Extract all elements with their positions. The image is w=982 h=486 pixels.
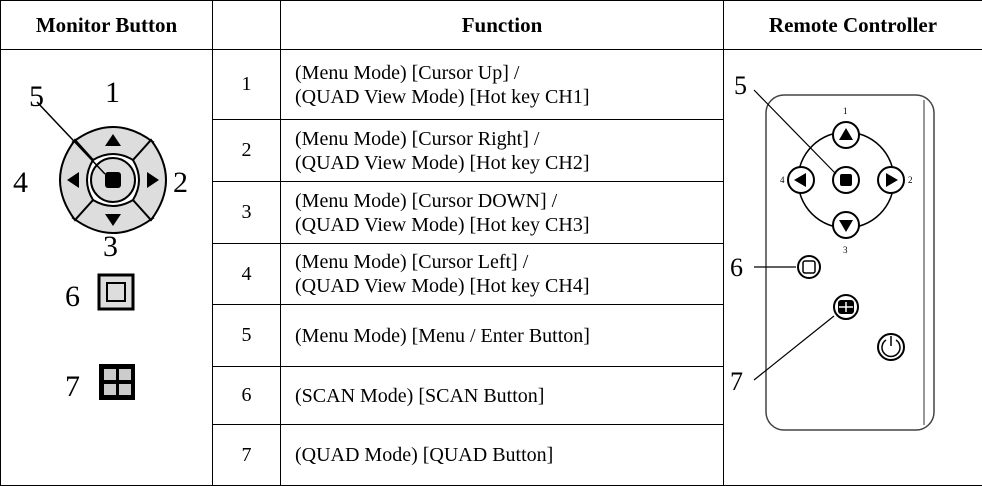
function-line: (Menu Mode) [Cursor Left] / xyxy=(295,251,528,273)
small-label: 2 xyxy=(908,175,913,185)
function-line: (SCAN Mode) [SCAN Button] xyxy=(295,385,544,407)
row: 5 1 4 2 3 6 7 1(Menu Mode) [Cursor Up] /… xyxy=(1,50,982,120)
header-cell: Remote Controller xyxy=(724,1,982,50)
function-cell: (SCAN Mode) [SCAN Button] xyxy=(281,367,724,425)
function-line: (QUAD View Mode) [Hot key CH3] xyxy=(295,214,590,236)
scan-icon xyxy=(99,275,133,309)
number-cell: 5 xyxy=(213,305,281,367)
header-cell: Monitor Button xyxy=(1,1,213,50)
function-line: (QUAD View Mode) [Hot key CH2] xyxy=(295,152,590,174)
label: 1 xyxy=(105,76,120,109)
function-cell: (Menu Mode) [Cursor Right] /(QUAD View M… xyxy=(281,120,724,182)
function-line: (Menu Mode) [Cursor DOWN] / xyxy=(295,190,557,212)
label: 2 xyxy=(173,166,188,199)
quad-icon xyxy=(99,364,135,400)
remote-illustration: 5 6 7 1 4 2 3 xyxy=(724,50,982,482)
remote-cell: 5 6 7 1 4 2 3 xyxy=(724,50,982,486)
label: 6 xyxy=(65,280,80,313)
header-cell: Function xyxy=(281,1,724,50)
function-line: (QUAD View Mode) [Hot key CH4] xyxy=(295,275,590,297)
function-line: (Menu Mode) [Cursor Right] / xyxy=(295,128,539,150)
function-cell: (Menu Mode) [Cursor DOWN] /(QUAD View Mo… xyxy=(281,182,724,244)
label: 7 xyxy=(730,367,743,396)
number-cell: 6 xyxy=(213,367,281,425)
function-line: (Menu Mode) [Menu / Enter Button] xyxy=(295,325,590,347)
small-label: 4 xyxy=(780,175,785,185)
function-cell: (Menu Mode) [Menu / Enter Button] xyxy=(281,305,724,367)
function-line: (QUAD Mode) [QUAD Button] xyxy=(295,444,553,466)
small-label: 1 xyxy=(843,106,848,116)
function-cell: (QUAD Mode) [QUAD Button] xyxy=(281,425,724,486)
label: 3 xyxy=(103,230,118,263)
function-cell: (Menu Mode) [Cursor Up] /(QUAD View Mode… xyxy=(281,50,724,120)
label: 5 xyxy=(734,71,747,100)
label: 7 xyxy=(65,370,80,403)
number-cell: 3 xyxy=(213,182,281,244)
header-row: Monitor Button Function Remote Controlle… xyxy=(1,1,982,50)
number-cell: 1 xyxy=(213,50,281,120)
number-cell: 2 xyxy=(213,120,281,182)
function-line: (QUAD View Mode) [Hot key CH1] xyxy=(295,86,590,108)
monitor-illustration: 5 1 4 2 3 6 7 xyxy=(1,50,211,482)
number-cell: 7 xyxy=(213,425,281,486)
monitor-cell: 5 1 4 2 3 6 7 xyxy=(1,50,213,486)
function-line: (Menu Mode) [Cursor Up] / xyxy=(295,62,519,84)
label: 5 xyxy=(29,80,44,113)
header-cell xyxy=(213,1,281,50)
small-label: 3 xyxy=(843,245,848,255)
label: 6 xyxy=(730,253,743,282)
function-cell: (Menu Mode) [Cursor Left] /(QUAD View Mo… xyxy=(281,244,724,305)
number-cell: 4 xyxy=(213,244,281,305)
label: 4 xyxy=(13,166,28,199)
